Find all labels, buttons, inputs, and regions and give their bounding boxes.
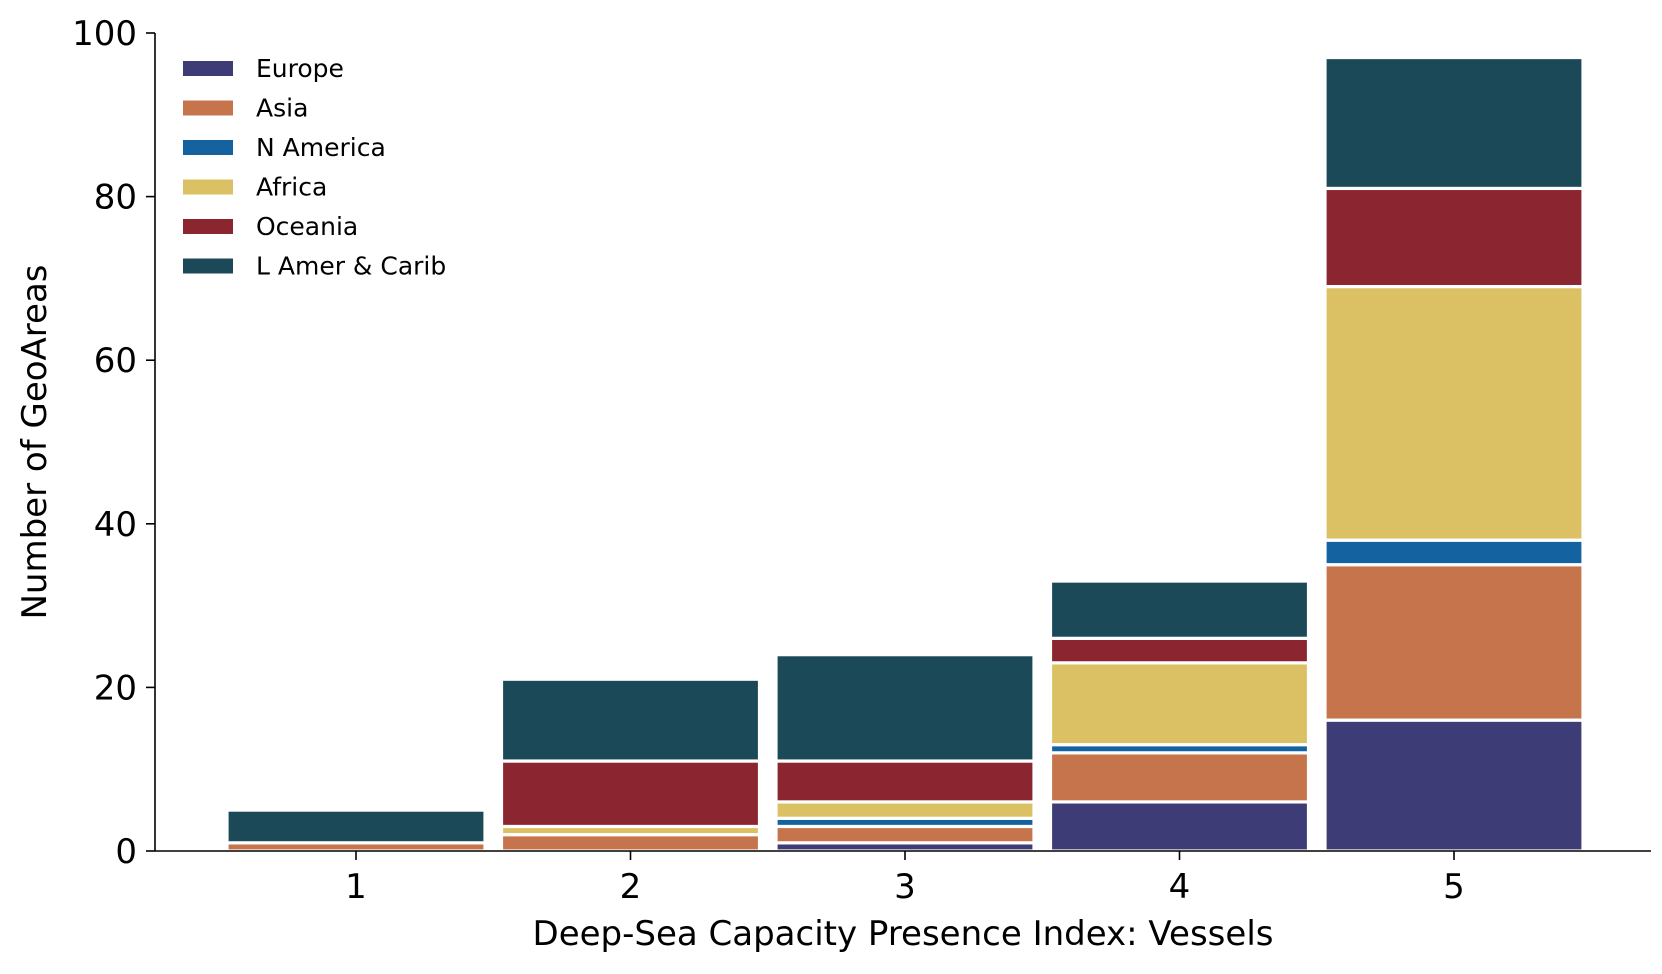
bar-l-amer-carib-cat-3 [774,653,1036,763]
legend-label: Oceania [256,212,358,241]
y-ticks: 0 20 40 60 80 100 [72,14,155,872]
y-tick-label: 0 [115,832,137,872]
legend-label: L Amer & Carib [256,252,446,281]
x-tick-label: 2 [620,867,642,907]
bar-asia-cat-4 [1048,751,1311,804]
x-tick-label: 5 [1443,867,1465,907]
legend-label: Asia [256,94,308,123]
legend: Europe Asia N America Africa Oceania L Amer &… [183,54,446,281]
x-axis-label: Deep-Sea Capacity Presence Index: Vessel… [533,914,1274,954]
legend-swatch [183,100,233,116]
axes-layer [154,33,1651,852]
bar-europe-cat-5 [1323,718,1585,853]
y-tick-label: 60 [94,341,137,381]
y-tick-label: 40 [94,505,137,545]
bar-oceania-cat-5 [1323,186,1585,289]
x-tick-label: 1 [345,867,367,907]
bar-africa-cat-5 [1323,284,1585,542]
bar-oceania-cat-2 [499,759,762,829]
bar-oceania-cat-3 [774,759,1036,804]
legend-swatch [183,140,233,155]
bar-oceania-cat-4 [1048,636,1311,665]
x-tick-label: 4 [1169,867,1191,907]
legend-label: N America [256,133,386,162]
x-tick-label: 3 [894,867,916,907]
bar-l-amer-carib-cat-2 [499,677,762,763]
bar-africa-cat-3 [774,800,1036,820]
legend-label: Europe [256,54,344,83]
legend-swatch [183,179,233,195]
bar-l-amer-carib-cat-1 [225,808,487,845]
bar-n-america-cat-5 [1323,538,1585,567]
bar-asia-cat-5 [1323,563,1585,722]
x-ticks: 1 2 3 4 5 [345,851,1465,907]
legend-swatch [183,61,233,76]
y-tick-label: 80 [94,178,137,218]
bar-asia-cat-2 [499,833,762,853]
bar-africa-cat-4 [1048,661,1311,747]
bar-europe-cat-4 [1048,800,1311,853]
legend-swatch [183,258,233,274]
bars-layer [225,55,1585,853]
legend-swatch [183,219,233,234]
bar-l-amer-carib-cat-5 [1323,55,1585,191]
y-axis-label: Number of GeoAreas [15,265,55,620]
y-tick-label: 100 [72,14,137,54]
bar-asia-cat-3 [774,824,1036,845]
y-tick-label: 20 [94,668,137,708]
legend-label: Africa [256,173,327,202]
bar-l-amer-carib-cat-4 [1048,579,1311,640]
